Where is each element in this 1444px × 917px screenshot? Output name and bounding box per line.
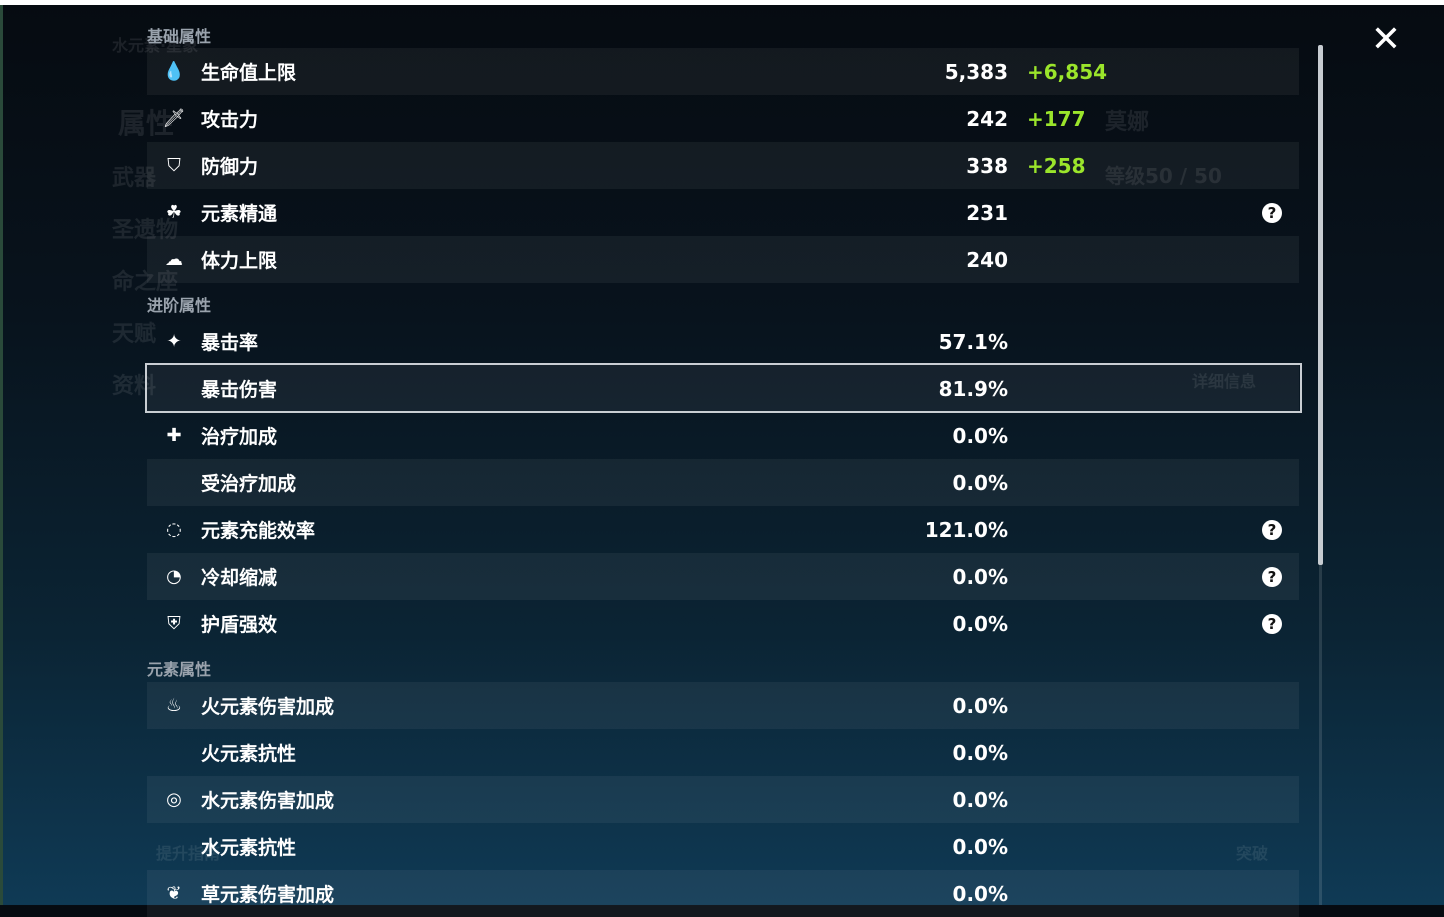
stat-value: 81.9% [938,376,1008,401]
bg-guide-button: 提升指南 [156,844,221,863]
stat-value: 0.0% [952,740,1008,765]
stat-row[interactable]: 🗡 攻击力 242 +177 [147,95,1299,142]
stat-label: 治疗加成 [201,426,278,448]
stat-value: 0.0% [952,834,1008,859]
stat-label: 暴击伤害 [201,379,278,401]
stat-row[interactable]: ◌ 元素充能效率 121.0%? [147,506,1299,553]
stat-row[interactable]: ⛨ 护盾强效 0.0%? [147,600,1299,647]
stat-value: 0.0% [952,423,1008,448]
stat-label: 冷却缩减 [201,567,278,589]
sword-icon: 🗡 [162,108,186,129]
hp-drop-icon: 💧 [162,61,186,82]
crit-rate-icon: ✦ [166,331,182,352]
stat-bonus: +6,854 [1027,59,1108,84]
bg-menu-artifacts: 圣遗物 [112,218,179,243]
bg-details-button: 详细信息 [1192,372,1257,391]
bg-level: 等级50 / 50 [1105,164,1222,188]
stat-value: 240 [966,247,1008,272]
stat-row[interactable]: ☁ 体力上限 240 [147,236,1299,283]
bg-menu-talents: 天赋 [112,322,157,347]
stat-row[interactable]: 暴击伤害 81.9% [147,365,1299,412]
stat-row[interactable]: ⛉ 防御力 338 +258 [147,142,1299,189]
stat-row[interactable]: ❦ 草元素伤害加成 0.0% [147,870,1299,917]
stat-value: 0.0% [952,611,1008,636]
shield-strength-icon: ⛨ [167,613,181,634]
stat-value: 0.0% [952,564,1008,589]
stat-bonus: +258 [1027,153,1086,178]
left-edge [0,5,3,905]
energy-recharge-icon: ◌ [166,519,182,540]
bg-element-title: 水元素·星象 [112,36,199,55]
stat-row[interactable]: ◔ 冷却缩减 0.0%? [147,553,1299,600]
stat-row[interactable]: 火元素抗性 0.0% [147,729,1299,776]
stat-value: 0.0% [952,693,1008,718]
help-icon[interactable]: ? [1262,613,1282,634]
selected-row-highlight [145,363,1302,413]
help-icon[interactable]: ? [1262,566,1282,587]
cooldown-icon: ◔ [166,566,182,587]
stat-label: 水元素抗性 [201,837,297,859]
section-element-attributes: 元素属性 [147,660,212,679]
stat-value: 338 [966,153,1008,178]
stat-value: 121.0% [924,517,1008,542]
stat-value: 57.1% [938,329,1008,354]
stat-label: 攻击力 [201,109,259,131]
stat-row[interactable]: ◎ 水元素伤害加成 0.0% [147,776,1299,823]
stat-label: 暴击率 [201,332,259,354]
bg-character-name: 莫娜 [1105,110,1150,135]
bg-menu-constellation: 命之座 [112,270,179,295]
stat-label: 护盾强效 [201,614,278,636]
dendro-icon: ❦ [166,883,182,904]
stat-label: 水元素伤害加成 [201,790,335,812]
section-advanced-attributes: 进阶属性 [147,296,212,315]
stat-row[interactable]: ☘ 元素精通 231? [147,189,1299,236]
stat-label: 元素充能效率 [201,520,316,542]
stat-label: 草元素伤害加成 [201,884,335,906]
stat-value: 0.0% [952,881,1008,906]
stat-row[interactable]: ✚ 治疗加成 0.0% [147,412,1299,459]
bg-menu-profile: 资料 [112,374,157,399]
help-icon[interactable]: ? [1262,202,1282,223]
stat-value: 231 [966,200,1008,225]
stat-label: 生命值上限 [201,62,297,84]
stat-row[interactable]: ✦ 暴击率 57.1% [147,318,1299,365]
stat-label: 火元素抗性 [201,743,297,765]
stat-label: 受治疗加成 [201,473,297,495]
stat-label: 元素精通 [201,203,278,225]
help-icon[interactable]: ? [1262,519,1282,540]
bg-breakthrough-button: 突破 [1236,844,1269,863]
bg-menu-weapon: 武器 [112,166,157,191]
stat-row[interactable]: ♨ 火元素伤害加成 0.0% [147,682,1299,729]
stat-value: 242 [966,106,1008,131]
stat-row[interactable]: 受治疗加成 0.0% [147,459,1299,506]
stat-label: 防御力 [201,156,259,178]
stat-row[interactable]: 水元素抗性 0.0% [147,823,1299,870]
pyro-icon: ♨ [165,695,183,716]
stat-bonus: +177 [1027,106,1086,131]
bg-menu-attributes: 属性 [118,107,175,140]
top-strip [0,0,1444,5]
stat-value: 5,383 [944,59,1008,84]
close-button[interactable]: ✕ [1370,19,1402,60]
elemental-mastery-icon: ☘ [165,202,183,223]
section-base-attributes: 基础属性 [147,27,212,46]
stat-value: 0.0% [952,787,1008,812]
shield-icon: ⛉ [167,155,181,176]
healing-cross-icon: ✚ [166,425,182,446]
stat-label: 火元素伤害加成 [201,696,335,718]
scrollbar-thumb[interactable] [1318,45,1323,565]
stamina-icon: ☁ [165,249,183,270]
stat-label: 体力上限 [201,250,278,272]
hydro-icon: ◎ [166,789,182,810]
stat-row[interactable]: 💧 生命值上限 5,383 +6,854 [147,48,1299,95]
stat-value: 0.0% [952,470,1008,495]
